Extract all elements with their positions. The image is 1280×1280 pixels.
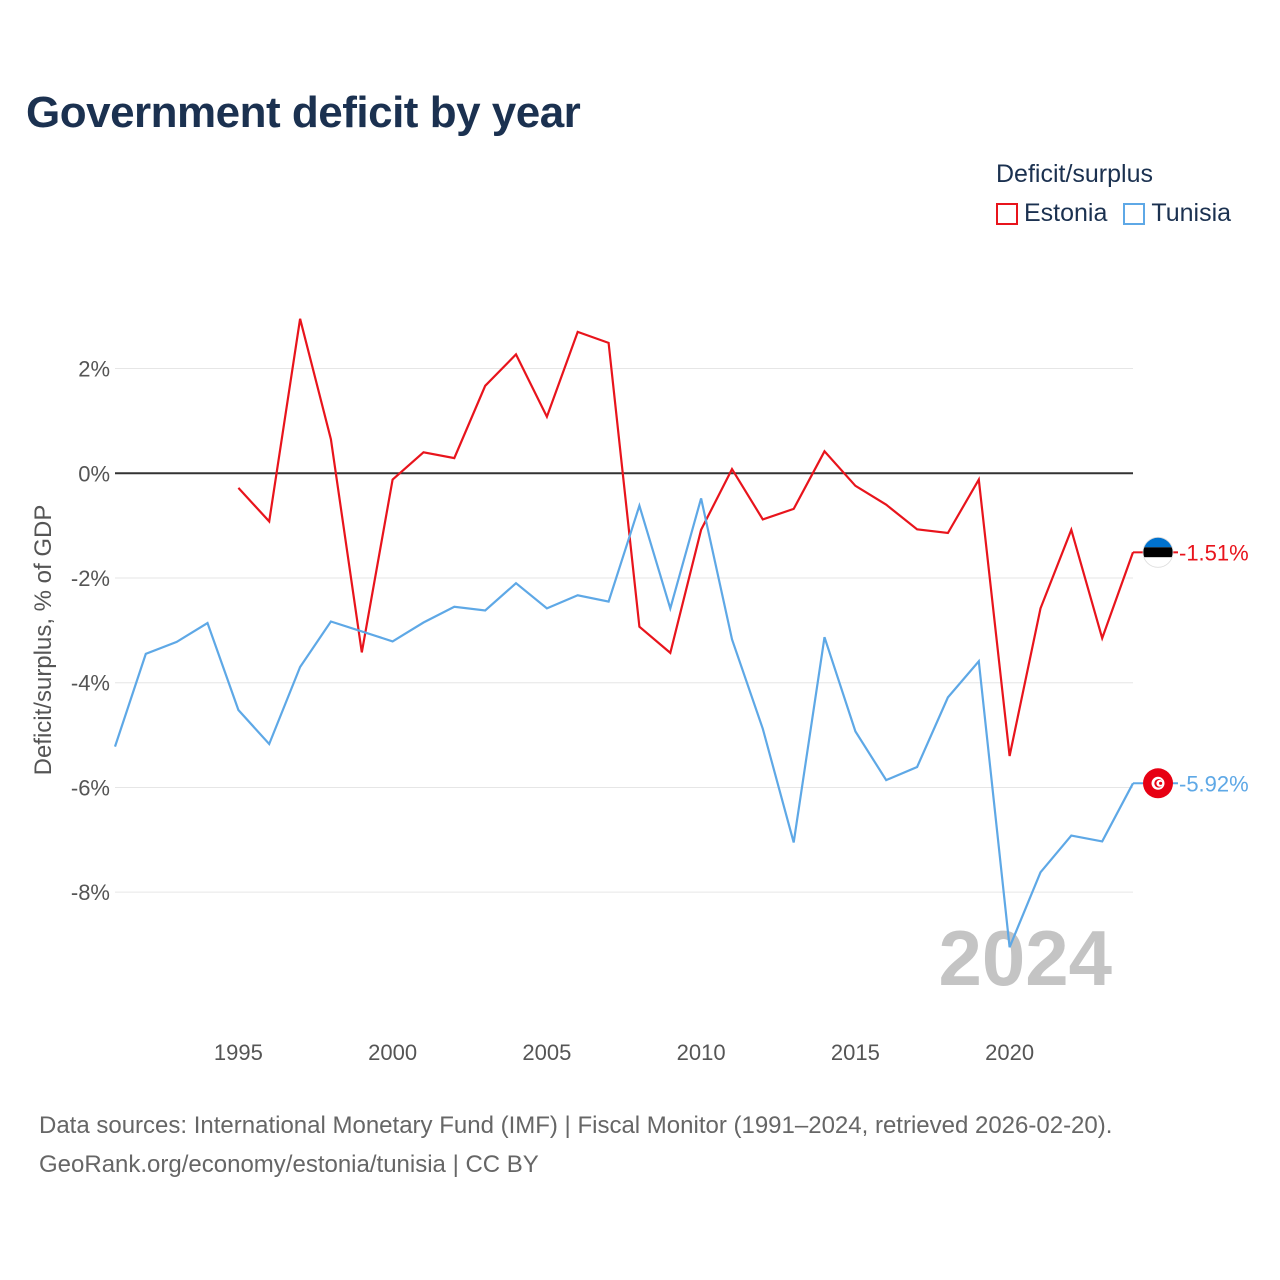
y-tick-label: -2% [71, 566, 110, 591]
current-year-watermark: 2024 [938, 914, 1112, 1002]
y-tick-label: 2% [78, 357, 110, 382]
y-tick-label: -6% [71, 775, 110, 800]
legend-title: Deficit/surplus [996, 160, 1153, 188]
tunisia-flag-icon [1143, 768, 1173, 799]
estonia-flag-icon [1142, 536, 1174, 568]
x-tick-label: 2010 [677, 1040, 726, 1065]
y-tick-label: -8% [71, 880, 110, 905]
series-endpoints: -1.51% -5.92% [1142, 536, 1249, 799]
data-sources-text: Data sources: International Monetary Fun… [39, 1112, 1113, 1139]
y-tick-label: 0% [78, 461, 110, 486]
series-lines [113, 318, 1178, 948]
legend-label-tunisia: Tunisia [1151, 199, 1232, 227]
x-tick-label: 2020 [985, 1040, 1034, 1065]
estonia-end-value-label: -1.51% [1179, 540, 1249, 565]
legend-swatch-tunisia [1123, 202, 1146, 225]
legend-swatch-estonia [996, 202, 1018, 225]
legend: Deficit/surplus Estonia Tunisia [996, 160, 1231, 228]
y-axis-label: Deficit/surplus, % of GDP [30, 505, 57, 776]
axes: Deficit/surplus, % of GDP 2% 0% -2% -4% -6% -… [30, 357, 1034, 1065]
legend-label-estonia: Estonia [1024, 199, 1108, 227]
x-tick-label: 2000 [368, 1040, 417, 1065]
series-line-tunisia [113, 498, 1134, 948]
tunisia-end-value-label: -5.92% [1179, 771, 1249, 796]
grid-lines [115, 368, 1133, 893]
x-tick-label: 2005 [522, 1040, 571, 1065]
series-line-estonia [237, 318, 1135, 757]
y-tick-label: -4% [71, 671, 110, 696]
x-tick-label: 1995 [214, 1040, 263, 1065]
legend-item-estonia[interactable]: Estonia [996, 199, 1107, 228]
chart-title: Government deficit by year [26, 88, 581, 137]
legend-item-tunisia[interactable]: Tunisia [1123, 199, 1231, 228]
x-tick-label: 2015 [831, 1040, 880, 1065]
legend-entries: Estonia Tunisia [996, 199, 1231, 228]
chart-footer: Data sources: International Monetary Fun… [39, 1106, 1112, 1184]
attribution-link[interactable]: GeoRank.org/economy/estonia/tunisia | CC… [39, 1151, 539, 1178]
